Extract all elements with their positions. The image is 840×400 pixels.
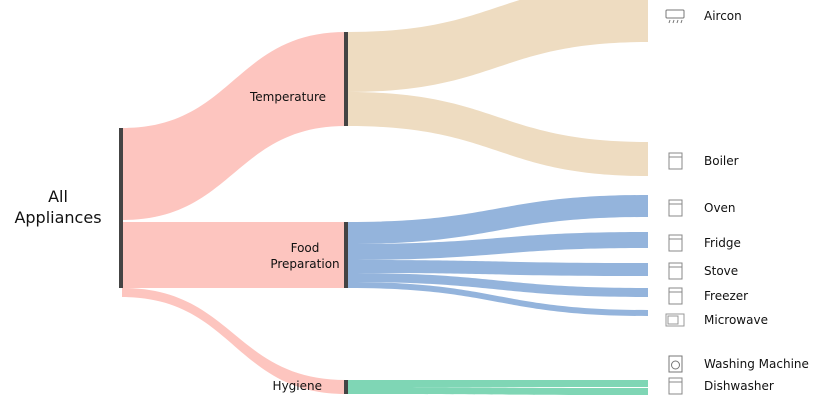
link-microwave [348, 282, 648, 316]
node-label-food-preparation: Food Preparation [255, 240, 355, 272]
link-root-hygiene [122, 288, 346, 394]
link-root-food-preparation [122, 222, 346, 288]
root-label-line1: All [48, 187, 68, 206]
fridge-icon [668, 234, 683, 252]
freezer-icon [668, 287, 683, 305]
root-label-line2: Appliances [14, 208, 102, 227]
link-washing-machine [348, 380, 648, 387]
node-label-all-appliances: All Appliances [10, 186, 106, 228]
link-fridge [348, 232, 648, 260]
node-label-temperature: Temperature [249, 90, 326, 104]
node-label-hygiene: Hygiene [272, 379, 322, 393]
washing-machine-icon [668, 355, 683, 373]
node-temperature [344, 32, 348, 126]
leaf-label-stove: Stove [704, 264, 739, 278]
node-all-appliances [119, 128, 123, 288]
leaf-label-aircon: Aircon [704, 9, 742, 23]
leaf-label-boiler: Boiler [704, 154, 739, 168]
leaf-label-washing-machine: Washing Machine [704, 357, 809, 371]
boiler-icon [668, 152, 683, 170]
link-stove [348, 260, 648, 276]
link-boiler [348, 92, 648, 176]
aircon-icon [665, 9, 685, 24]
link-freezer [348, 273, 648, 297]
leaf-label-freezer: Freezer [704, 289, 749, 303]
food-label-line1: Food [290, 241, 320, 255]
oven-icon [668, 199, 683, 217]
stove-icon [668, 262, 683, 280]
leaf-label-fridge: Fridge [704, 236, 741, 250]
dishwasher-icon [668, 377, 683, 395]
link-dishwasher [348, 387, 648, 395]
leaf-label-microwave: Microwave [704, 313, 768, 327]
link-aircon [348, 0, 648, 92]
microwave-icon [665, 313, 685, 327]
node-hygiene [344, 380, 348, 394]
leaf-label-dishwasher: Dishwasher [704, 379, 774, 393]
food-label-line2: Preparation [270, 257, 340, 271]
link-oven [348, 195, 648, 244]
leaf-label-oven: Oven [704, 201, 736, 215]
node-food-preparation [344, 222, 348, 288]
link-root-temperature [122, 32, 346, 220]
